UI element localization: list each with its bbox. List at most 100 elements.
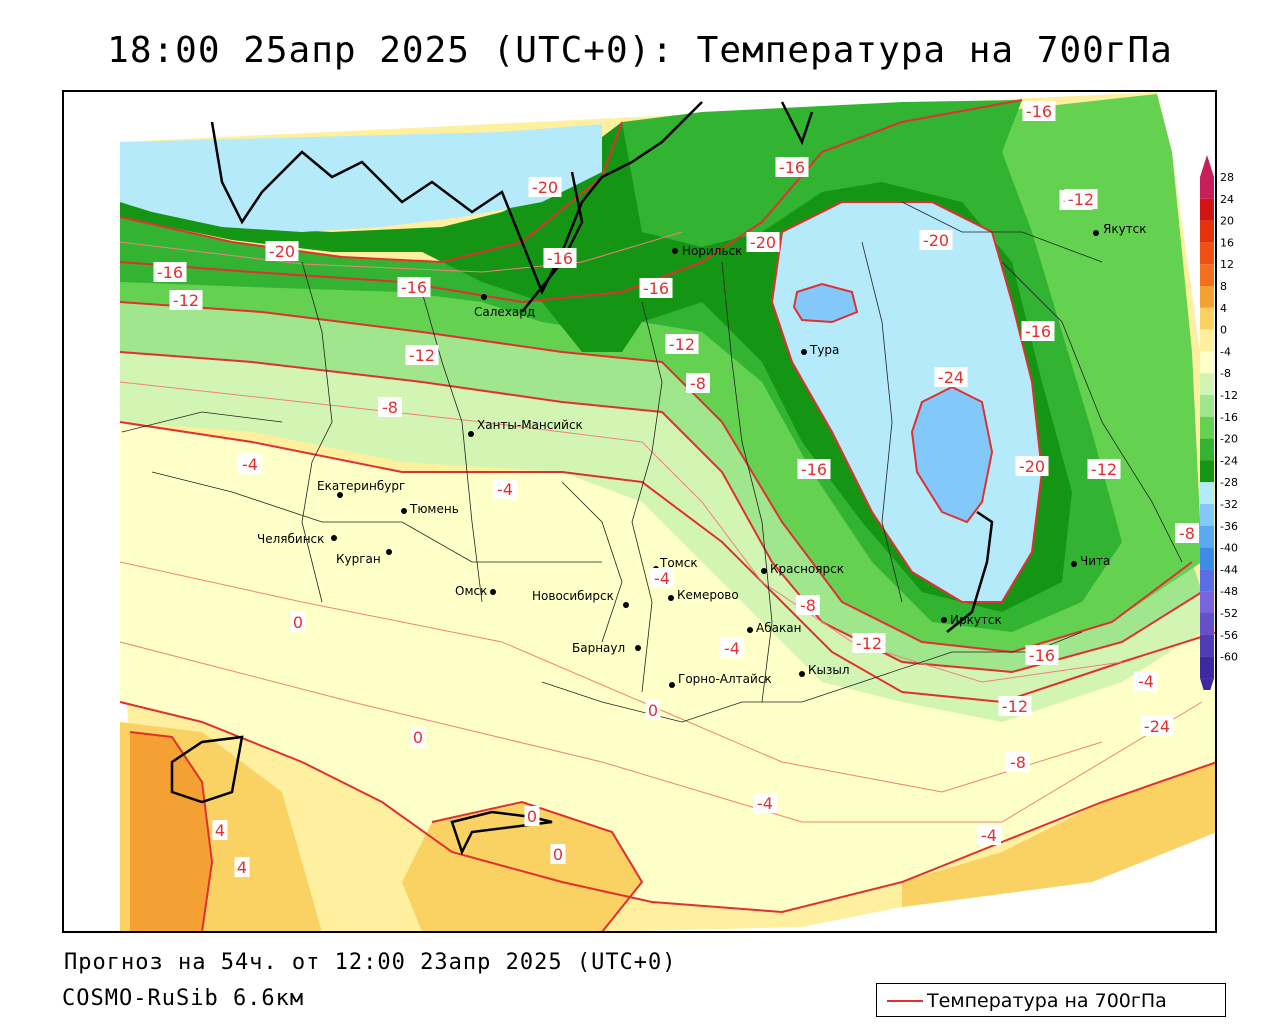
svg-text:-8: -8 — [1010, 753, 1026, 772]
isotherm-label: -4 — [720, 638, 744, 658]
isotherm-label: -16 — [153, 262, 187, 282]
svg-text:-8: -8 — [690, 374, 706, 393]
isotherm-label: 4 — [212, 820, 228, 840]
colorbar: 28 24 20 16 12 8 4 0 -4 -8 -12 -16 -20 -24 -28 -32 -36 -4… — [1200, 155, 1238, 690]
legend-line-swatch — [887, 1000, 923, 1002]
city-kurgan: Курган — [336, 549, 392, 566]
isotherm-label: 0 — [290, 612, 306, 632]
colorbar-tick-label: -28 — [1220, 476, 1238, 489]
colorbar-swatch — [1200, 591, 1214, 613]
colorbar-tick-label: -12 — [1220, 389, 1238, 402]
colorbar-swatch — [1200, 525, 1214, 548]
admin-borders — [121, 201, 1183, 723]
isotherm-label: -16 — [1021, 321, 1055, 341]
city-tyumen: Тюмень — [401, 502, 459, 516]
colorbar-swatch — [1200, 438, 1214, 461]
colorbar-tick-label: -16 — [1220, 411, 1238, 424]
isotherm-label: -12 — [1064, 189, 1098, 209]
svg-text:-16: -16 — [643, 279, 669, 298]
svg-text:-16: -16 — [779, 158, 805, 177]
isotherm-label: 0 — [645, 700, 661, 720]
svg-text:Томск: Томск — [659, 556, 698, 570]
colorbar-swatches — [1200, 155, 1214, 690]
svg-text:-16: -16 — [157, 263, 183, 282]
isotherm-label: -16 — [1025, 645, 1059, 665]
zone-4-8-se — [902, 762, 1215, 907]
city-salekhard: Салехард — [474, 294, 535, 319]
colorbar-swatch — [1200, 656, 1214, 679]
colorbar-swatch — [1200, 460, 1214, 483]
svg-text:-8: -8 — [382, 398, 398, 417]
svg-text:Якутск: Якутск — [1103, 222, 1147, 236]
svg-text:-16: -16 — [401, 278, 427, 297]
svg-text:-4: -4 — [757, 794, 773, 813]
colorbar-swatch — [1200, 482, 1214, 504]
isotherm-label: -24 — [1140, 716, 1174, 736]
city-kyzyl: Кызыл — [799, 663, 850, 677]
colorbar-swatch — [1200, 177, 1214, 199]
isotherm-label: -16 — [797, 459, 831, 479]
colorbar-tick-label: -60 — [1220, 651, 1238, 664]
svg-text:-12: -12 — [1068, 190, 1094, 209]
city-markers: Норильск Салехард Якутск Тура Ханты-Манс… — [257, 222, 1147, 688]
colorbar-tick-label: -56 — [1220, 629, 1238, 642]
svg-text:-12: -12 — [173, 291, 199, 310]
zone-minus4-minus8 — [120, 352, 1215, 722]
isotherm-label: -16 — [1022, 101, 1056, 121]
svg-text:-20: -20 — [750, 233, 776, 252]
svg-text:0: 0 — [553, 845, 563, 864]
isotherm-label: -8 — [1006, 752, 1030, 772]
svg-text:-16: -16 — [547, 249, 573, 268]
colorbar-swatch — [1200, 198, 1214, 221]
isotherm-label: -8 — [1175, 523, 1199, 543]
forecast-info: Прогноз на 54ч. от 12:00 23апр 2025 (UTC… — [64, 950, 677, 975]
svg-text:-8: -8 — [800, 596, 816, 615]
colorbar-top-arrow — [1200, 155, 1214, 177]
isotherm-label: -8 — [796, 595, 820, 615]
colorbar-swatch — [1200, 373, 1214, 395]
colorbar-swatch — [1200, 242, 1214, 265]
colorbar-swatch — [1200, 613, 1214, 635]
svg-text:4: 4 — [237, 858, 247, 877]
isotherm-label: -12 — [665, 334, 699, 354]
svg-text:-20: -20 — [269, 242, 295, 261]
zone-minus8-minus12 — [120, 302, 1202, 672]
colorbar-tick-label: -52 — [1220, 607, 1238, 620]
svg-text:-24: -24 — [938, 368, 964, 387]
colorbar-swatch — [1200, 264, 1214, 286]
legend-label: Температура на 700гПа — [927, 990, 1167, 1012]
isotherm-label: -4 — [650, 568, 674, 588]
isotherm-label: -16 — [397, 277, 431, 297]
isotherm-lines — [119, 99, 1215, 931]
svg-text:-20: -20 — [532, 178, 558, 197]
city-omsk: Омск — [455, 584, 496, 598]
svg-text:Норильск: Норильск — [682, 244, 742, 258]
city-tura: Тура — [801, 343, 839, 357]
city-chelyabinsk: Челябинск — [257, 532, 337, 546]
colorbar-swatch — [1200, 416, 1214, 439]
isotherm-label: 0 — [524, 806, 540, 826]
svg-text:Барнаул: Барнаул — [572, 641, 625, 655]
svg-text:Горно-Алтайск: Горно-Алтайск — [678, 672, 772, 686]
colorbar-labels: 28 24 20 16 12 8 4 0 -4 -8 -12 -16 -20 -24 -28 -32 -36 -4… — [1220, 171, 1238, 664]
isotherm-label: -16 — [775, 157, 809, 177]
svg-text:-12: -12 — [1091, 460, 1117, 479]
colorbar-tick-label: 28 — [1220, 171, 1234, 184]
zone-8-12-sw — [130, 732, 212, 931]
colorbar-swatch — [1200, 395, 1214, 417]
isotherm-label: -12 — [998, 696, 1032, 716]
temperature-map: Норильск Салехард Якутск Тура Ханты-Манс… — [119, 92, 1215, 931]
isotherm-label: -4 — [493, 479, 517, 499]
isotherm-label: -4 — [977, 825, 1001, 845]
legend: Температура на 700гПа — [876, 983, 1226, 1017]
svg-text:-12: -12 — [669, 335, 695, 354]
isotherm-label: -4 — [238, 454, 262, 474]
svg-text:Тюмень: Тюмень — [409, 502, 459, 516]
svg-text:-4: -4 — [724, 639, 740, 658]
isotherm-label: -20 — [528, 177, 562, 197]
map-panel: Норильск Салехард Якутск Тура Ханты-Манс… — [62, 90, 1217, 933]
svg-text:0: 0 — [413, 728, 423, 747]
zone-0-4 — [120, 422, 1215, 912]
colorbar-tick-label: -40 — [1220, 542, 1238, 555]
city-yakutsk: Якутск — [1093, 222, 1147, 236]
